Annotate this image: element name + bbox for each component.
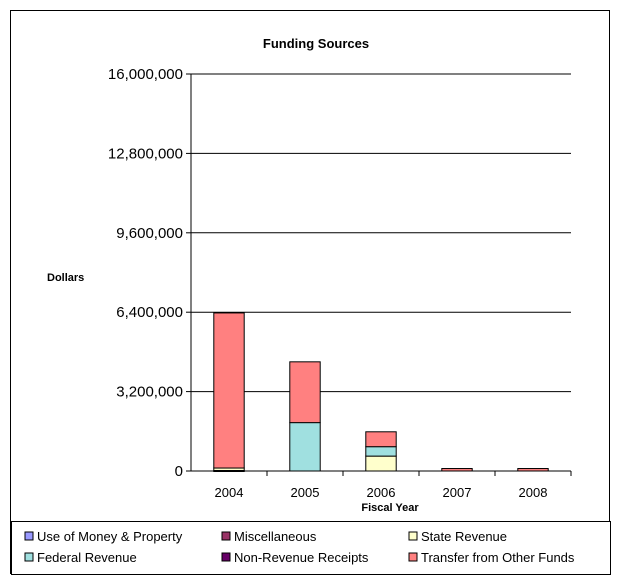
x-axis-title: Fiscal Year bbox=[361, 502, 419, 514]
bar-segment bbox=[365, 446, 397, 457]
legend-swatch bbox=[408, 531, 418, 541]
bar-segment bbox=[365, 431, 397, 448]
x-tick-label: 2005 bbox=[291, 485, 320, 500]
y-tick-label: 3,200,000 bbox=[116, 384, 183, 401]
legend-swatch bbox=[24, 531, 34, 541]
bar-segment bbox=[289, 361, 321, 424]
legend-label: Miscellaneous bbox=[234, 529, 317, 544]
legend-swatch bbox=[24, 552, 34, 562]
legend-label: Non-Revenue Receipts bbox=[234, 550, 369, 565]
y-tick-label: 9,600,000 bbox=[116, 225, 183, 242]
funding-sources-chart: Funding Sources Dollars Fiscal Year 0 3,2… bbox=[11, 36, 611, 575]
y-tick-label: 12,800,000 bbox=[108, 145, 183, 162]
chart-frame: Funding Sources Dollars Fiscal Year 0 3,2… bbox=[10, 10, 611, 575]
x-tick-label: 2007 bbox=[443, 485, 472, 500]
chart-title: Funding Sources bbox=[263, 36, 369, 51]
legend-label: State Revenue bbox=[421, 529, 507, 544]
legend-label: Transfer from Other Funds bbox=[421, 550, 575, 565]
y-tick-label: 0 bbox=[175, 463, 183, 480]
x-tick-label: 2004 bbox=[215, 485, 244, 500]
legend-swatch bbox=[408, 552, 418, 562]
legend-box bbox=[11, 521, 611, 575]
legend: Use of Money & Property Miscellaneous Stat… bbox=[11, 521, 611, 575]
axes: 0 3,200,000 6,400,000 9,600,000 12,800,000 16… bbox=[108, 66, 572, 500]
bar-segment bbox=[289, 422, 321, 472]
bars bbox=[213, 312, 549, 473]
y-tick-label: 6,400,000 bbox=[116, 304, 183, 321]
gridlines bbox=[191, 73, 571, 393]
legend-label: Use of Money & Property bbox=[37, 529, 183, 544]
y-axis-title: Dollars bbox=[47, 272, 84, 284]
x-tick-label: 2006 bbox=[367, 485, 396, 500]
x-tick-label: 2008 bbox=[519, 485, 548, 500]
bar-segment bbox=[365, 455, 397, 472]
legend-swatch bbox=[221, 552, 231, 562]
bar-segment bbox=[213, 312, 245, 469]
legend-label: Federal Revenue bbox=[37, 550, 137, 565]
legend-swatch bbox=[221, 531, 231, 541]
y-tick-label: 16,000,000 bbox=[108, 66, 183, 83]
